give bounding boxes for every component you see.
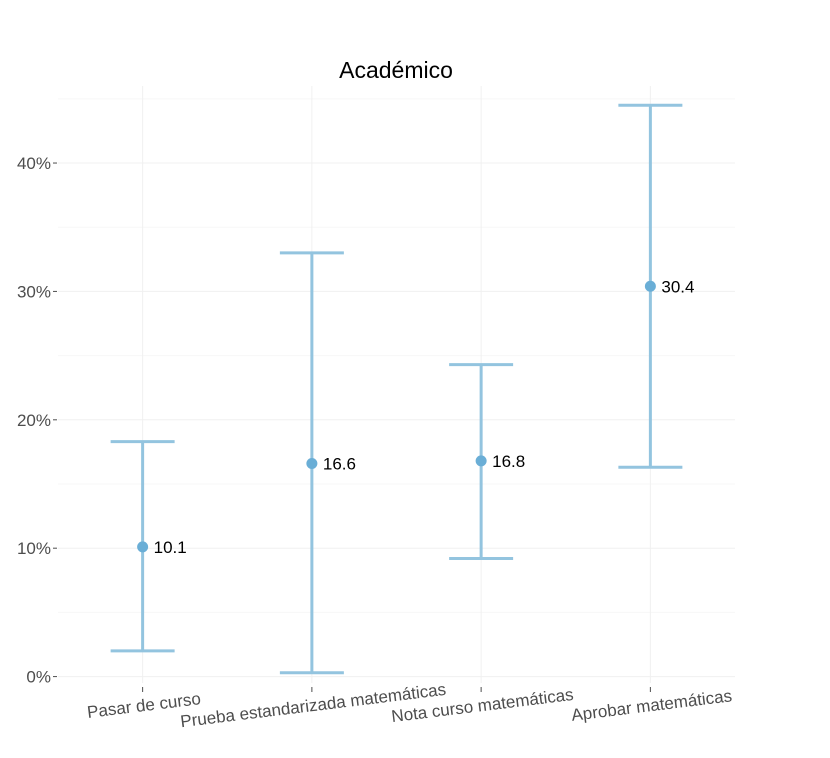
error-bar-group: 16.8 [449,363,525,560]
data-point [306,457,318,469]
data-value-label: 16.6 [323,454,356,473]
data-point [475,455,487,467]
x-tick-label: Aprobar matemáticas [570,686,733,725]
y-tick-label: 40% [17,154,51,173]
y-tick-label: 30% [17,282,51,301]
y-tick-label: 0% [26,668,51,687]
error-bar-group: 30.4 [618,103,694,469]
error-bar-group: 16.6 [279,251,356,675]
y-tick-label: 10% [17,539,51,558]
y-tick-label: 20% [17,411,51,430]
chart-title: Académico [339,57,453,83]
data-point [137,541,149,553]
error-bars: 10.1 16.6 16.8 30.4 [110,103,694,675]
grid [58,86,735,683]
error-bar-group: 10.1 [110,440,187,653]
data-value-label: 16.8 [492,452,525,471]
y-axis: 0% 10% 20% 30% 40% [17,154,57,687]
data-value-label: 10.1 [154,538,187,557]
data-value-label: 30.4 [661,277,694,296]
data-point [644,280,656,292]
